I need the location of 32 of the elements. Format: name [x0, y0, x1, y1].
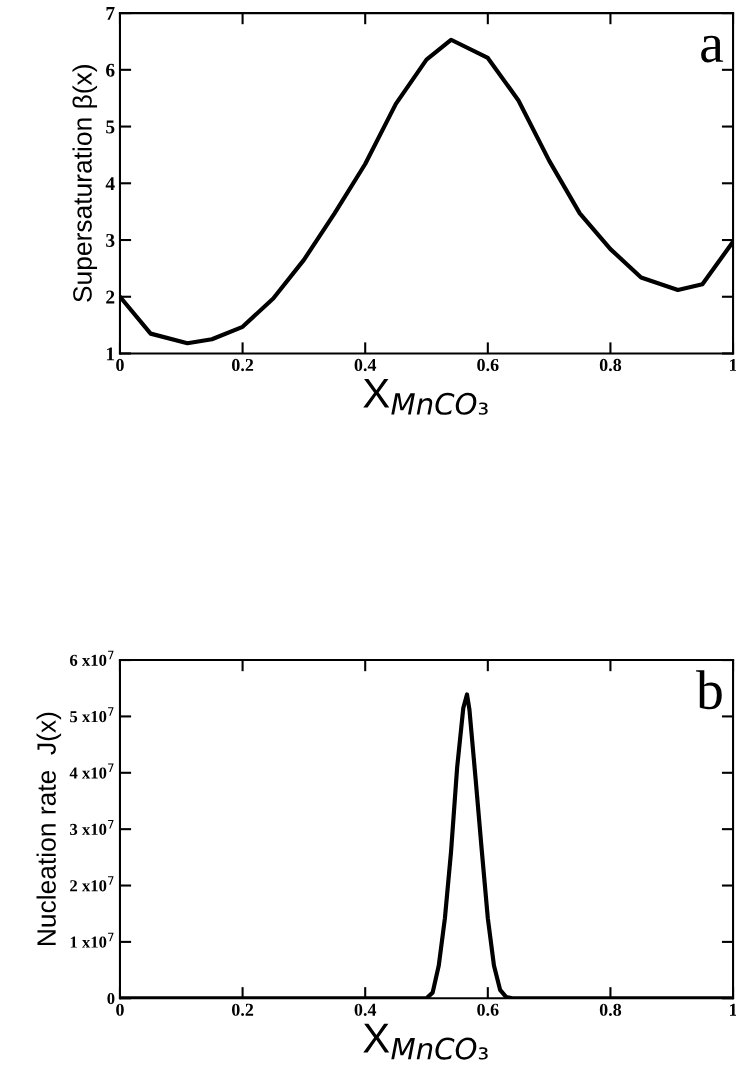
x-tick-label: 1 [729, 1003, 736, 1016]
y-tick-label: 6 [106, 63, 115, 77]
y-tick-label: 6 x10$^{7}$ [70, 650, 114, 666]
x-tick-label: 0.6 [477, 1003, 499, 1016]
y-tick-label: 3 x10$^{7}$ [70, 819, 114, 836]
x-tick-label: 0.6 [477, 358, 499, 372]
annotation: a [701, 35, 724, 63]
x-tick-label: 0.4 [354, 358, 377, 372]
y-tick-label: 5 x10$^{7}$ [70, 707, 114, 723]
y-tick-label: 3 [106, 233, 115, 247]
y-tick-label: 4 [105, 177, 115, 191]
x-tick-label: 0.4 [354, 1003, 377, 1016]
y-tick-label: 4 x10$^{7}$ [69, 763, 114, 779]
x-tick-label: 0.8 [599, 358, 622, 372]
x-tick-label: 1 [729, 358, 736, 371]
annotation: b [696, 670, 722, 710]
y-tick-label: 1 x10$^{7}$ [70, 932, 114, 948]
x-tick-label: 0 [116, 358, 124, 372]
y-tick-label: 5 [106, 120, 115, 134]
y-tick-label: 1 [106, 347, 115, 361]
y-axis-title: Nucleation rate J(x) [36, 712, 62, 946]
y-axis-title: Supersaturation β(x) [72, 65, 98, 302]
x-tick-label: 0.2 [231, 1003, 254, 1016]
y-tick-label: 7 [106, 7, 115, 20]
x-axis-title: X$_{MnCO₃}$ [363, 1023, 488, 1060]
x-tick-label: 0.8 [599, 1003, 622, 1016]
y-tick-label: 2 x10$^{7}$ [70, 876, 114, 892]
x-axis-title: X$_{MnCO₃}$ [363, 378, 488, 415]
x-tick-label: 0.2 [231, 358, 254, 372]
y-tick-label: 2 [106, 290, 115, 304]
x-tick-label: 0 [116, 1003, 124, 1016]
y-tick-label: 0 [107, 992, 115, 1005]
